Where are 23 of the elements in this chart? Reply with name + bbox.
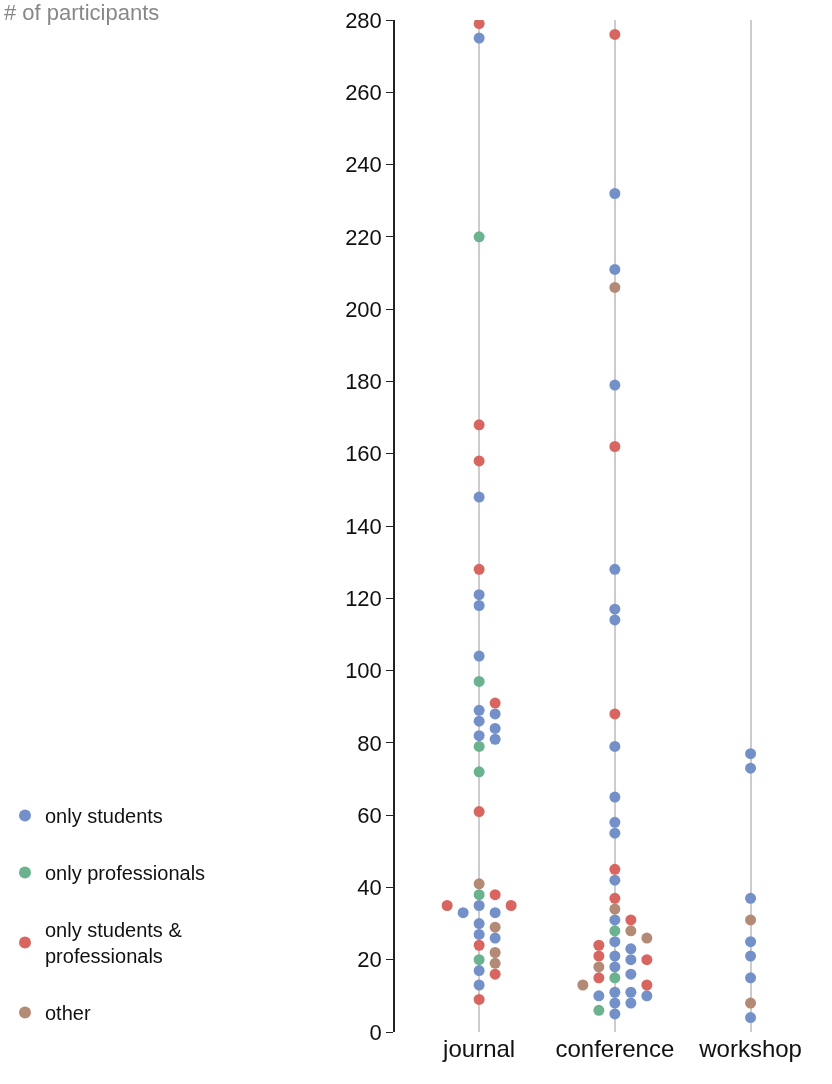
y-tick-label: 0 (369, 1019, 382, 1045)
x-tick-label: workshop (698, 1035, 802, 1062)
y-tick-label: 140 (345, 513, 382, 539)
x-tick-label: journal (442, 1035, 516, 1062)
y-tick-label: 40 (357, 875, 382, 901)
text: # of participants (4, 0, 160, 25)
y-tick-label: 20 (357, 947, 382, 973)
legend-label: only professionals (45, 862, 206, 885)
y-tick-label: 220 (345, 224, 382, 250)
y-tick-label: 80 (357, 730, 382, 756)
y-tick-label: 60 (357, 802, 382, 828)
y-tick-label: 260 (345, 79, 382, 105)
y-tick-label: 280 (345, 7, 382, 33)
legend-label: only students (45, 805, 163, 828)
y-tick-label: 200 (345, 296, 382, 322)
y-tick-label: 180 (345, 369, 382, 395)
legend-label: only students & professionals (45, 919, 183, 968)
y-tick-label: 100 (345, 658, 382, 684)
x-tick-label: conference (555, 1035, 675, 1062)
y-tick-label: 120 (345, 585, 382, 611)
legend-label: other (45, 1002, 91, 1025)
y-tick-label: 240 (345, 152, 382, 178)
y-tick-label: 160 (345, 441, 382, 467)
